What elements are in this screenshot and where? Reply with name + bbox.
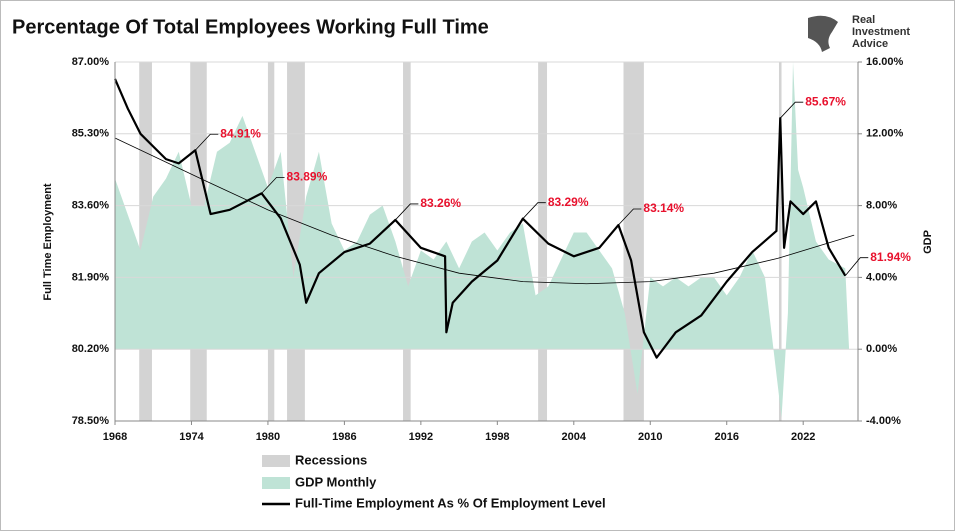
y2-tick-label: -4.00% <box>866 415 901 427</box>
annotation-leader <box>779 101 804 119</box>
logo-text: Investment <box>852 26 910 38</box>
x-tick-label: 1986 <box>332 431 356 443</box>
x-tick-label: 2004 <box>562 431 587 443</box>
x-tick-label: 2016 <box>714 431 738 443</box>
legend-label: Recessions <box>295 452 367 467</box>
recession-band <box>778 62 782 421</box>
y-tick-label: 78.50% <box>72 415 110 427</box>
y2-tick-label: 0.00% <box>866 343 897 355</box>
recession-band <box>403 62 411 421</box>
recession-band <box>538 62 548 421</box>
legend-label: GDP Monthly <box>295 474 377 489</box>
y-tick-label: 85.30% <box>72 128 110 140</box>
annotation-label: 84.91% <box>220 126 261 140</box>
annotation-leader <box>844 257 869 276</box>
legend-label: Full-Time Employment As % Of Employment … <box>295 495 606 510</box>
gdp-area <box>115 62 850 418</box>
y2-axis-title: GDP <box>922 230 934 254</box>
employment-line <box>113 78 847 359</box>
annotation-leader <box>522 202 546 219</box>
annotation-leader <box>194 133 219 151</box>
y2-tick-label: 4.00% <box>866 271 897 283</box>
recession-band <box>623 62 644 421</box>
annotation-label: 85.67% <box>805 94 846 108</box>
y-tick-label: 87.00% <box>72 56 110 68</box>
legend-swatch <box>262 455 290 467</box>
y2-tick-label: 12.00% <box>866 128 904 140</box>
logo-text: Real <box>852 14 875 26</box>
trend-line <box>114 137 855 285</box>
annotation-leader <box>395 203 419 221</box>
annotation-label: 83.14% <box>643 201 684 215</box>
annotation-leader <box>261 176 285 194</box>
x-tick-label: 2010 <box>638 431 662 443</box>
x-tick-label: 1992 <box>409 431 433 443</box>
y-tick-label: 83.60% <box>72 200 110 212</box>
y-tick-label: 81.90% <box>72 271 110 283</box>
legend-swatch <box>262 477 290 489</box>
annotation-label: 83.29% <box>548 195 589 209</box>
y-axis-title: Full Time Employment <box>42 183 54 300</box>
y2-tick-label: 16.00% <box>866 56 904 68</box>
annotation-leader <box>618 208 642 226</box>
x-tick-label: 1974 <box>179 431 204 443</box>
x-tick-label: 1980 <box>256 431 280 443</box>
x-tick-label: 1998 <box>485 431 509 443</box>
annotation-label: 83.26% <box>420 196 461 210</box>
chart-title: Percentage Of Total Employees Working Fu… <box>12 16 489 38</box>
logo-icon <box>808 15 838 52</box>
x-tick-label: 2022 <box>791 431 815 443</box>
annotation-label: 83.89% <box>287 170 328 184</box>
x-tick-label: 1968 <box>103 431 127 443</box>
y2-tick-label: 8.00% <box>866 200 897 212</box>
logo-text: Advice <box>852 38 888 50</box>
annotation-label: 81.94% <box>870 250 911 264</box>
y-tick-label: 80.20% <box>72 343 110 355</box>
